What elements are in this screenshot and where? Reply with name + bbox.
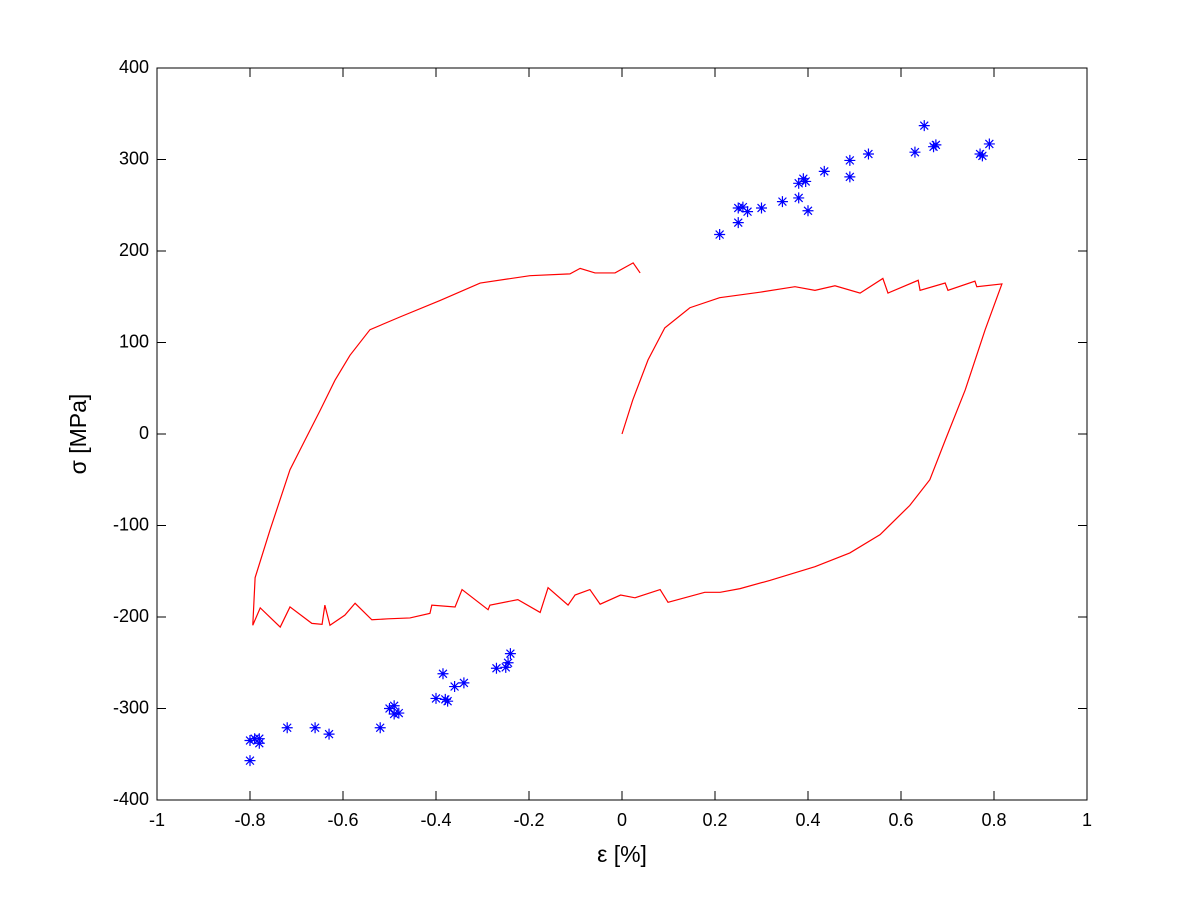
y-tick-label: 200 — [119, 240, 149, 260]
x-tick-label: -0.4 — [420, 810, 451, 830]
y-tick-label: 300 — [119, 148, 149, 168]
marker — [502, 657, 514, 669]
marker — [983, 138, 995, 150]
marker — [384, 703, 395, 714]
marker — [776, 196, 788, 208]
marker — [732, 217, 744, 229]
x-tick-label: 0.2 — [702, 810, 727, 830]
marker — [244, 735, 256, 747]
marker — [430, 692, 442, 704]
marker — [393, 707, 405, 719]
y-tick-label: -100 — [113, 514, 149, 534]
marker — [742, 206, 754, 218]
marker — [504, 648, 516, 660]
marker — [844, 171, 856, 183]
marker — [374, 722, 386, 734]
y-tick-label: 0 — [139, 423, 149, 443]
marker — [449, 681, 461, 693]
y-tick-label: -300 — [113, 697, 149, 717]
marker — [323, 728, 335, 740]
y-tick-label: -400 — [113, 789, 149, 809]
x-tick-label: 0.8 — [981, 810, 1006, 830]
marker — [388, 700, 400, 712]
x-axis-label: ε [%] — [597, 841, 647, 867]
x-tick-label: 0 — [617, 810, 627, 830]
marker — [281, 722, 293, 734]
y-tick-label: 400 — [119, 57, 149, 77]
x-tick-label: -0.2 — [513, 810, 544, 830]
x-tick-label: -1 — [149, 810, 165, 830]
marker — [309, 722, 321, 734]
marker — [714, 229, 726, 241]
marker — [737, 201, 749, 213]
y-axis-label: σ [MPa] — [65, 394, 91, 475]
marker — [909, 146, 921, 158]
x-tick-label: -0.6 — [327, 810, 358, 830]
marker — [756, 202, 767, 214]
marker — [500, 661, 512, 673]
marker — [458, 677, 470, 689]
x-tick-label: 0.6 — [888, 810, 913, 830]
marker — [930, 139, 942, 151]
marker — [862, 148, 874, 160]
marker — [437, 668, 449, 680]
y-tick-label: 100 — [119, 331, 149, 351]
marker — [490, 662, 502, 674]
marker — [800, 175, 812, 187]
marker — [793, 192, 805, 204]
marker — [442, 695, 454, 707]
marker — [253, 733, 265, 745]
marker — [244, 755, 256, 767]
marker — [732, 202, 744, 214]
marker — [818, 165, 830, 177]
marker — [918, 120, 930, 132]
x-tick-label: 1 — [1082, 810, 1092, 830]
x-tick-label: 0.4 — [795, 810, 820, 830]
y-tick-label: -200 — [113, 606, 149, 626]
marker — [802, 205, 814, 217]
marker — [793, 177, 805, 189]
marker — [388, 708, 400, 720]
marker — [844, 154, 856, 166]
marker — [976, 150, 988, 162]
x-tick-label: -0.8 — [234, 810, 265, 830]
line — [252, 262, 1003, 629]
